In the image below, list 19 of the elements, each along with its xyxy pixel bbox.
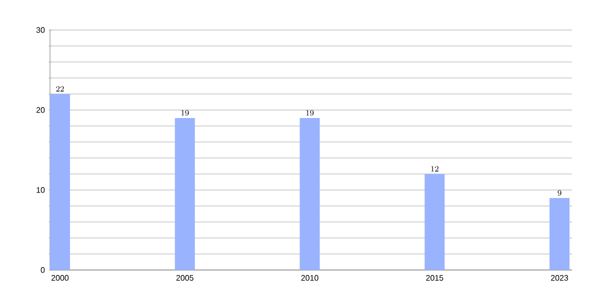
data-label: 19 <box>306 110 314 116</box>
data-label: 12 <box>431 166 438 172</box>
x-tick-label: 2005 <box>176 275 194 281</box>
y-tick-label: 30 <box>36 27 45 33</box>
data-label: 19 <box>181 110 189 116</box>
y-tick-label: 20 <box>36 107 45 113</box>
x-tick-label: 2010 <box>301 275 318 281</box>
y-tick-label: 0 <box>40 267 45 273</box>
x-tick-label: 2000 <box>52 275 69 281</box>
data-label: 9 <box>558 190 562 196</box>
bar <box>550 198 570 270</box>
y-tick-label: 10 <box>36 187 45 193</box>
bar <box>50 94 70 270</box>
x-tick-label: 2015 <box>426 275 444 281</box>
data-label: 22 <box>56 86 64 92</box>
x-tick-label: 2023 <box>551 275 568 281</box>
bar <box>424 174 445 270</box>
bar <box>300 118 320 270</box>
bar <box>174 118 195 270</box>
